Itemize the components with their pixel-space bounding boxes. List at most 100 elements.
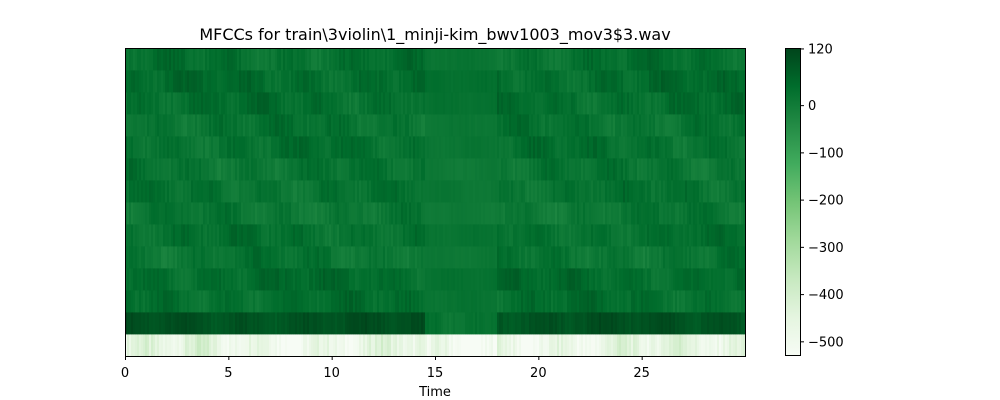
heatmap-cell [313,70,316,93]
heatmap-cell [497,334,500,357]
heatmap-cell [607,224,610,247]
heatmap-cell [573,136,576,159]
heatmap-cell [475,224,478,247]
heatmap-cell [149,334,152,357]
heatmap-cell [665,202,668,225]
heatmap-cell [561,268,564,291]
heatmap-cell [285,114,288,137]
heatmap-cell [703,158,706,181]
heatmap-cell [407,224,410,247]
heatmap-cell [391,246,394,269]
heatmap-cell [483,290,486,313]
heatmap-cell [549,246,552,269]
colorbar-tick-label: −100 [808,146,844,161]
heatmap-cell [553,136,556,159]
heatmap-cell [627,268,630,291]
heatmap-cell [177,158,180,181]
heatmap-cell [433,202,436,225]
heatmap-cell [157,202,160,225]
heatmap-cell [453,70,456,93]
heatmap-cell [653,290,656,313]
heatmap-cell [407,290,410,313]
heatmap-cell [313,202,316,225]
heatmap-cell [499,114,502,137]
heatmap-cell [493,158,496,181]
heatmap-cell [457,268,460,291]
heatmap-cell [727,334,730,357]
heatmap-cell [527,202,530,225]
heatmap-cell [137,312,140,335]
heatmap-cell [527,48,530,71]
heatmap-cell [533,312,536,335]
heatmap-cell [403,312,406,335]
heatmap-cell [223,70,226,93]
heatmap-cell [289,92,292,115]
heatmap-cell [193,136,196,159]
heatmap-cell [487,48,490,71]
heatmap-cell [473,114,476,137]
heatmap-cell [471,202,474,225]
heatmap-cell [567,48,570,71]
heatmap-cell [439,268,442,291]
heatmap-cell [315,312,318,335]
heatmap-cell [351,70,354,93]
heatmap-cell [285,224,288,247]
heatmap-cell [251,312,254,335]
heatmap-cell [287,92,290,115]
heatmap-cell [347,224,350,247]
heatmap-cell [141,334,144,357]
heatmap-cell [125,70,128,93]
heatmap-cell [413,334,416,357]
heatmap-cell [707,268,710,291]
heatmap-cell [513,114,516,137]
heatmap-cell [277,290,280,313]
heatmap-cell [251,224,254,247]
heatmap-cell [287,202,290,225]
heatmap-cell [239,290,242,313]
heatmap-cell [173,136,176,159]
heatmap-cell [665,70,668,93]
heatmap-cell [717,70,720,93]
heatmap-cell [363,202,366,225]
heatmap-cell [149,114,152,137]
heatmap-cell [451,312,454,335]
heatmap-cell [555,48,558,71]
heatmap-cell [527,290,530,313]
heatmap-cell [433,92,436,115]
heatmap-cell [721,92,724,115]
heatmap-cell [345,158,348,181]
heatmap-cell [199,92,202,115]
heatmap-cell [429,70,432,93]
heatmap-cell [453,268,456,291]
heatmap-cell [467,158,470,181]
heatmap-cell [435,202,438,225]
heatmap-cell [659,158,662,181]
heatmap-cell [571,202,574,225]
heatmap-cell [385,70,388,93]
heatmap-cell [269,246,272,269]
heatmap-cell [171,224,174,247]
heatmap-cell [629,92,632,115]
heatmap-cell [277,48,280,71]
heatmap-cell [499,202,502,225]
heatmap-cell [219,70,222,93]
heatmap-cell [401,334,404,357]
heatmap-cell [317,92,320,115]
heatmap-cell [313,158,316,181]
heatmap-cell [581,48,584,71]
heatmap-cell [471,114,474,137]
heatmap-cell [437,180,440,203]
heatmap-cell [471,48,474,71]
heatmap-cell [357,180,360,203]
heatmap-cell [505,246,508,269]
heatmap-cell [387,224,390,247]
heatmap-cell [499,48,502,71]
heatmap-cell [663,48,666,71]
heatmap-cell [599,92,602,115]
heatmap-cell [557,224,560,247]
heatmap-cell [497,48,500,71]
heatmap-cell [523,334,526,357]
heatmap-cell [277,92,280,115]
heatmap-cell [127,70,130,93]
heatmap-cell [577,268,580,291]
